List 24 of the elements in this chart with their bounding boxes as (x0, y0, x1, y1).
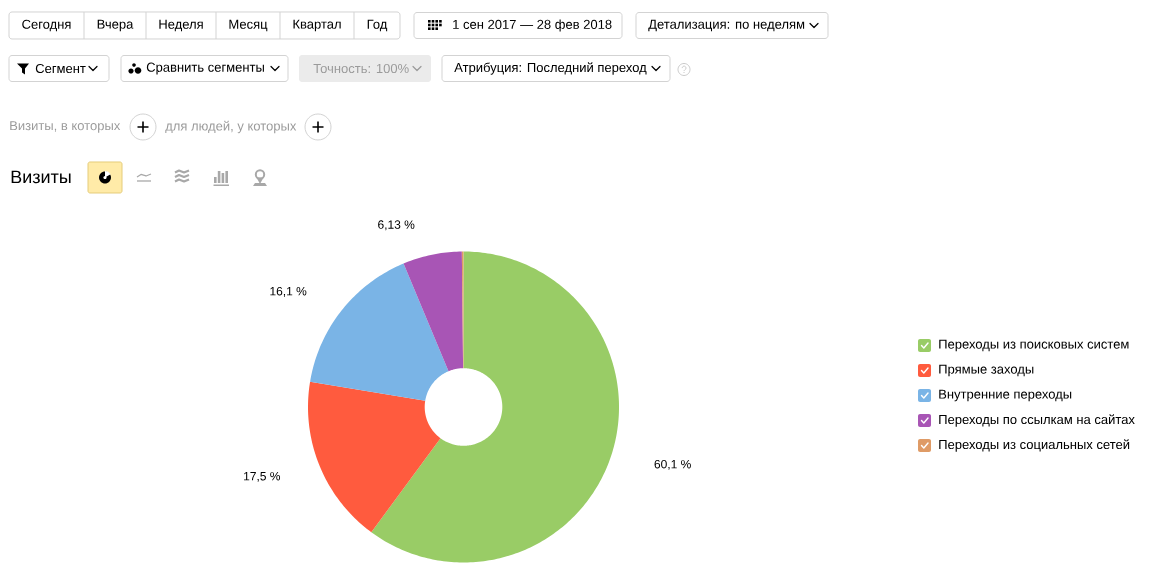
text: 1 сен 2017 — 28 фев 2018 (453, 19, 612, 32)
data-label: 6,13 % (378, 220, 415, 231)
text: Визиты, в которых (10, 121, 121, 133)
legend-label: Прямые заходы (939, 364, 1034, 377)
text: Точность: 100% (313, 63, 409, 74)
text: Сегмент (35, 63, 86, 74)
text: Квартал (293, 19, 341, 32)
legend-label: Переходы по ссылкам на сайтах (939, 414, 1135, 427)
legend-label: Внутренние переходы (939, 389, 1072, 402)
text: Сегодня (22, 19, 71, 32)
data-label: 60,1 % (654, 459, 691, 470)
text: Детализация: по неделям (648, 19, 805, 32)
text: Год (367, 19, 388, 32)
text: Атрибуция: Последний переход (454, 62, 647, 75)
text: для людей, у которых (165, 120, 297, 134)
text: Вчера (97, 19, 134, 32)
text: Сравнить сегменты (146, 62, 264, 75)
text: Месяц (229, 19, 268, 32)
data-label: 17,5 % (244, 471, 281, 482)
text: Неделя (159, 19, 203, 32)
legend-label: Переходы из поисковых систем (939, 339, 1129, 352)
data-label: 16,1 % (270, 286, 307, 297)
text: Визиты (11, 170, 71, 184)
legend-label: Переходы из социальных сетей (939, 439, 1130, 452)
